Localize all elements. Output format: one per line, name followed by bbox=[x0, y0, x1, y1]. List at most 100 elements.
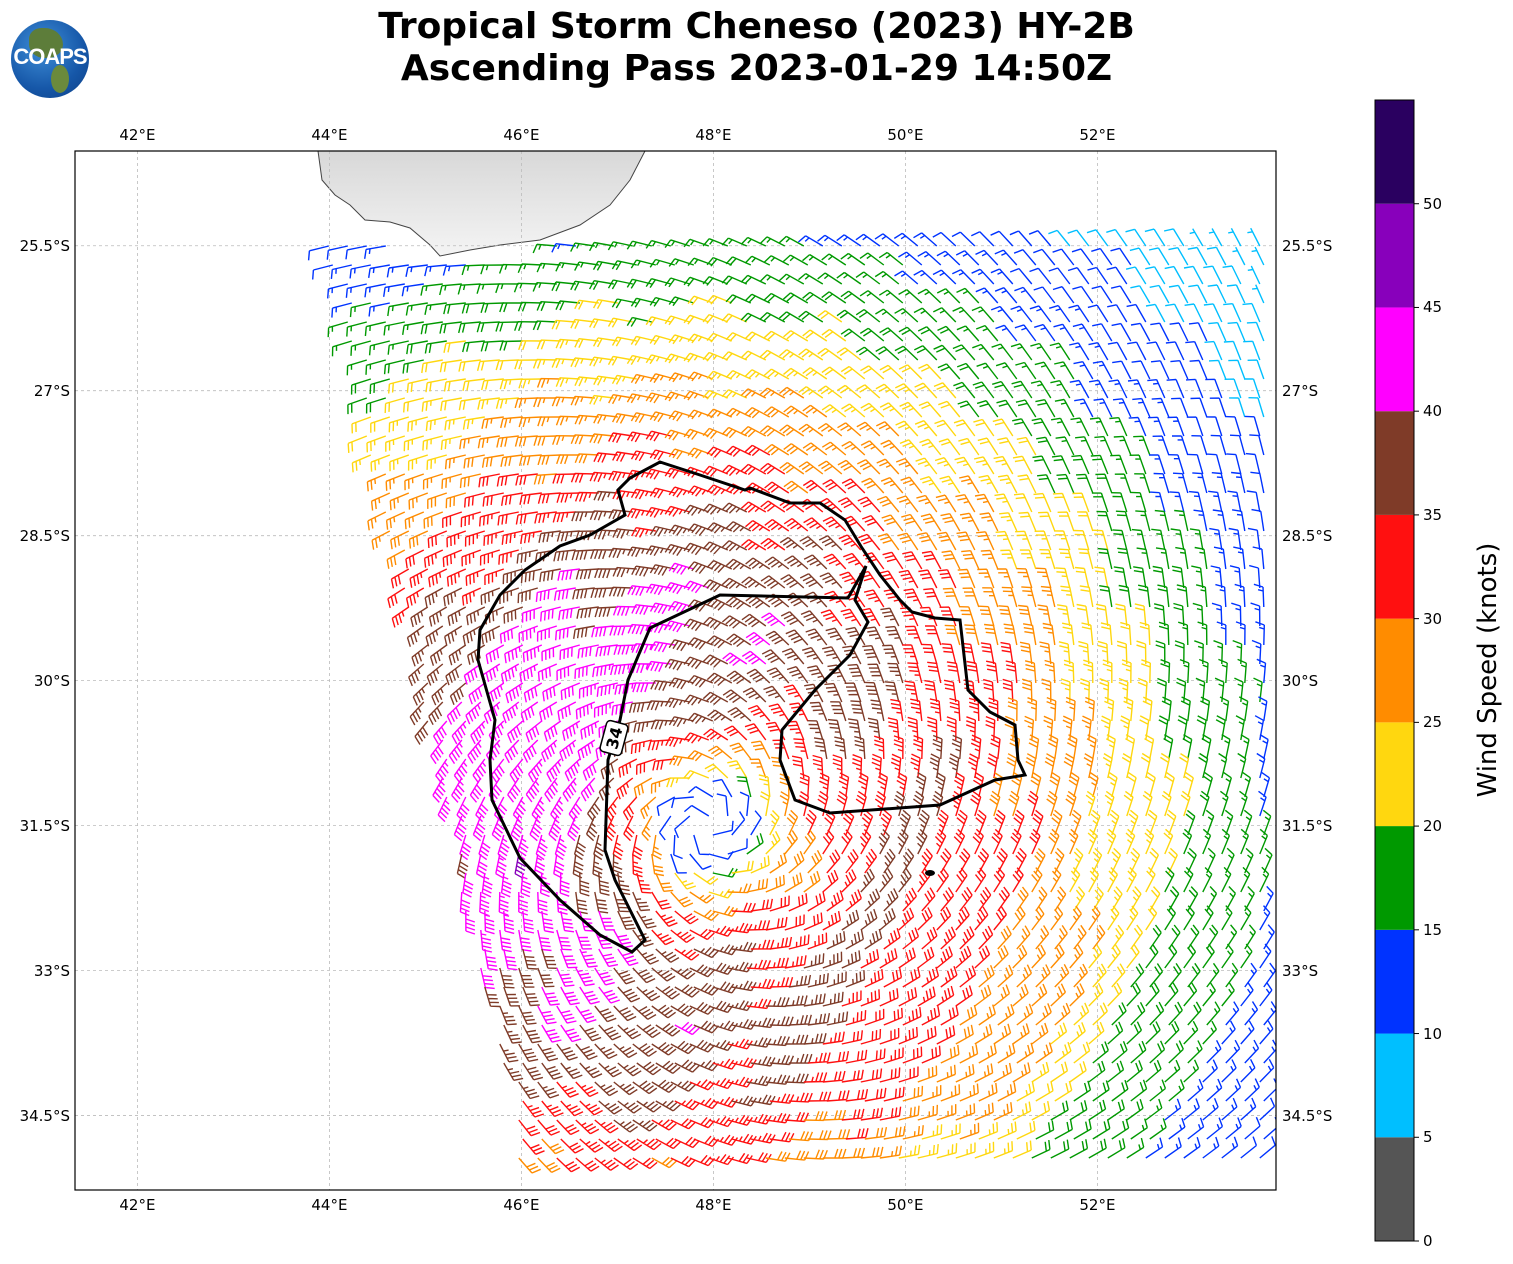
colorbar-tick-label: 10 bbox=[1423, 1024, 1443, 1043]
colorbar-tick-label: 15 bbox=[1423, 920, 1443, 939]
wind-barb bbox=[902, 887, 918, 912]
wind-barb bbox=[1183, 982, 1198, 1007]
wind-barb bbox=[750, 1094, 776, 1106]
wind-barb bbox=[578, 682, 600, 699]
wind-barb bbox=[503, 606, 524, 624]
wind-barb bbox=[779, 349, 805, 361]
wind-barb bbox=[616, 777, 634, 800]
wind-barb bbox=[1171, 397, 1189, 418]
wind-barb bbox=[920, 513, 942, 532]
wind-barb bbox=[807, 1012, 831, 1026]
wind-barb bbox=[532, 282, 557, 292]
wind-barb bbox=[1224, 809, 1234, 836]
wind-barb bbox=[1055, 567, 1071, 589]
wind-barb bbox=[879, 402, 904, 418]
wind-barb bbox=[712, 820, 734, 836]
wind-barb bbox=[550, 796, 564, 822]
wind-barb bbox=[1094, 435, 1113, 456]
wind-barb bbox=[741, 613, 767, 628]
wind-barb bbox=[327, 321, 348, 338]
wind-barb bbox=[576, 606, 599, 619]
wind-barb bbox=[522, 1100, 545, 1118]
wind-barb bbox=[670, 1118, 696, 1130]
wind-barb bbox=[534, 511, 557, 524]
wind-barb bbox=[1051, 455, 1071, 475]
wind-barb bbox=[708, 850, 734, 860]
wind-barb bbox=[807, 891, 826, 912]
wind-barb bbox=[1238, 696, 1249, 722]
wind-barb bbox=[1190, 397, 1208, 418]
wind-barb bbox=[1035, 1120, 1055, 1140]
wind-barb bbox=[630, 412, 656, 424]
wind-barb bbox=[936, 288, 961, 304]
wind-barb bbox=[668, 410, 695, 422]
wind-barb bbox=[408, 492, 429, 510]
wind-barb bbox=[765, 1035, 790, 1047]
wind-barb bbox=[537, 663, 558, 682]
wind-barb bbox=[708, 888, 735, 899]
wind-barb bbox=[407, 416, 428, 432]
wind-barb bbox=[864, 848, 878, 874]
wind-barb bbox=[664, 239, 691, 249]
wind-barb bbox=[514, 397, 538, 409]
wind-barb bbox=[669, 755, 694, 767]
wind-barb bbox=[388, 378, 409, 394]
wind-barb bbox=[557, 701, 577, 721]
wind-barb bbox=[465, 701, 482, 725]
wind-barb bbox=[1171, 565, 1185, 589]
wind-barb bbox=[556, 967, 575, 987]
wind-barb bbox=[839, 571, 862, 589]
wind-barb bbox=[632, 1157, 658, 1170]
wind-barb bbox=[1111, 847, 1122, 874]
wind-barb bbox=[674, 1059, 700, 1073]
wind-barb bbox=[664, 391, 691, 402]
wind-barb bbox=[1183, 1020, 1199, 1045]
wind-barb bbox=[997, 1082, 1017, 1102]
wind-barb bbox=[992, 772, 1004, 798]
wind-barb bbox=[598, 872, 610, 896]
wind-barb bbox=[1069, 1139, 1089, 1159]
wind-barb bbox=[390, 530, 410, 550]
wind-barb bbox=[940, 1005, 959, 1026]
wind-barb bbox=[522, 1062, 544, 1081]
wind-barb bbox=[921, 887, 936, 912]
wind-barb bbox=[650, 641, 675, 653]
wind-barb bbox=[1058, 641, 1071, 665]
wind-barb bbox=[370, 416, 391, 433]
wind-barb bbox=[411, 644, 429, 667]
wind-barb bbox=[1088, 867, 1100, 893]
wind-barb bbox=[864, 1008, 885, 1026]
wind-barb bbox=[600, 758, 619, 780]
wind-barb bbox=[555, 415, 580, 426]
wind-barb bbox=[953, 419, 976, 437]
wind-barb bbox=[902, 551, 923, 570]
wind-barb bbox=[769, 1016, 794, 1027]
wind-barb bbox=[993, 1141, 1014, 1159]
wind-barb bbox=[1092, 886, 1104, 912]
wind-barb bbox=[1142, 790, 1153, 817]
wind-barb bbox=[803, 912, 823, 931]
wind-barb bbox=[1069, 1022, 1086, 1045]
wind-barb bbox=[1032, 455, 1052, 475]
wind-barb bbox=[941, 643, 957, 665]
wind-barb bbox=[712, 1058, 738, 1070]
wind-barb bbox=[1096, 510, 1113, 532]
wind-barb bbox=[1080, 678, 1090, 703]
wind-barb bbox=[840, 290, 866, 304]
wind-barb bbox=[917, 946, 935, 969]
wind-barb bbox=[975, 324, 999, 342]
wind-barb bbox=[803, 1111, 828, 1122]
wind-barb bbox=[1259, 981, 1273, 1007]
wind-barb bbox=[745, 631, 771, 646]
wind-barb bbox=[1056, 473, 1075, 494]
wind-barb bbox=[864, 681, 881, 703]
wind-barb bbox=[821, 366, 847, 380]
wind-barb bbox=[461, 302, 485, 314]
wind-barb bbox=[1106, 828, 1117, 855]
wind-barb bbox=[539, 701, 558, 722]
wind-barb bbox=[1028, 734, 1040, 760]
wind-barb bbox=[890, 753, 902, 779]
wind-barb bbox=[480, 264, 504, 275]
wind-barb bbox=[1221, 866, 1232, 893]
wind-barb bbox=[1149, 924, 1162, 950]
